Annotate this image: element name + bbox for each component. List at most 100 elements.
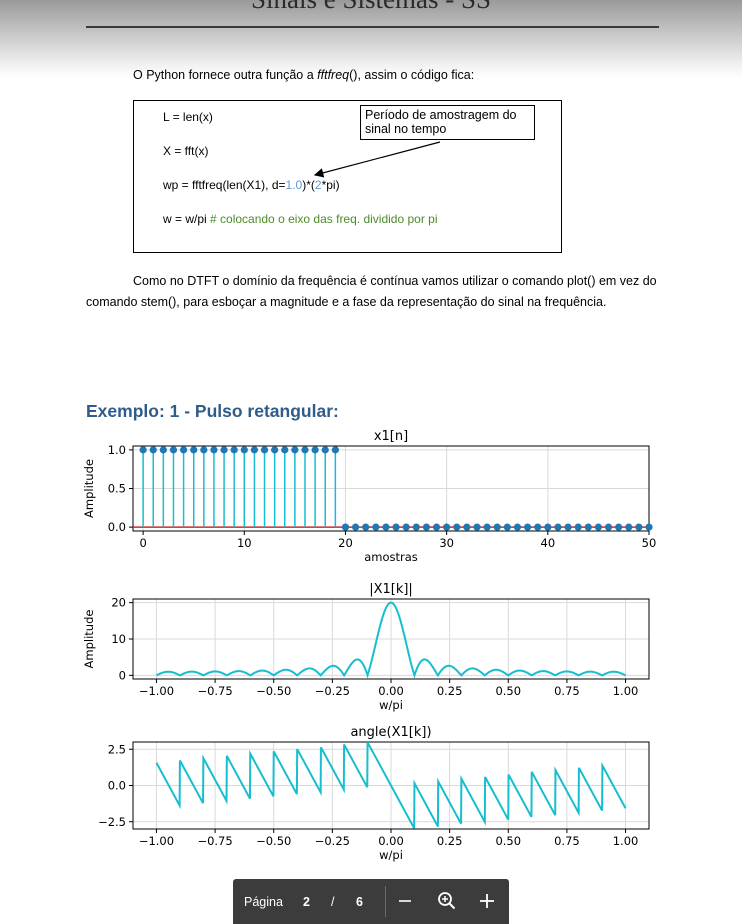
chart-title: x1[n] — [374, 429, 408, 444]
plot-frame — [132, 741, 650, 830]
pdf-toolbar: Página 2 / 6 — [233, 879, 509, 924]
y-tick-label: 10 — [111, 632, 126, 646]
signal-plots: 0 10 20 30 40 50 0.0 0.5 1.0 x1[n] amostras Amplitu… — [82, 429, 657, 862]
header-title: Sinais e Sistemas - SS — [0, 0, 742, 15]
stem-marker — [615, 523, 623, 531]
stem-marker — [301, 446, 309, 454]
y-axis-label: Amplitude — [82, 610, 96, 669]
stem-marker — [139, 446, 147, 454]
x-tick-label: −1.00 — [139, 684, 174, 698]
code-comment: # colocando o eixo das freq. dividido po… — [210, 212, 438, 226]
y-tick-label: 20 — [111, 596, 126, 610]
stem-marker — [281, 446, 289, 454]
stem-marker — [200, 446, 208, 454]
stem-marker — [483, 523, 491, 531]
x-tick-label: 0.00 — [378, 684, 404, 698]
code-line-1: L = len(x) — [163, 110, 213, 124]
stem-marker — [250, 446, 259, 454]
stem-marker — [220, 446, 228, 454]
y-tick-label: 0 — [119, 668, 126, 682]
stem-marker — [645, 523, 653, 531]
callout-box: Período de amostragem do sinal no tempo — [360, 105, 535, 140]
code-line-3: wp = fftfreq(len(X1), d=1.0)*(2*pi) — [163, 178, 340, 192]
code-box: L = len(x) X = fft(x) wp = fftfreq(len(X… — [133, 100, 562, 253]
stem-marker — [169, 446, 178, 454]
stem-marker — [523, 523, 532, 531]
magnitude-line — [156, 601, 626, 679]
plot-frame — [132, 598, 650, 680]
stem-marker — [392, 523, 400, 531]
x-tick-label: 20 — [338, 536, 353, 550]
zoom-icon[interactable] — [435, 889, 459, 913]
stem-marker — [402, 523, 410, 531]
stem-marker — [463, 523, 471, 531]
x-axis-label: w/pi — [379, 698, 403, 712]
stem-marker — [453, 523, 461, 531]
stem-marker — [341, 523, 350, 531]
stem-marker — [159, 446, 167, 454]
x-tick-label: 30 — [439, 536, 454, 550]
stem-marker — [190, 446, 198, 454]
intro-pre: O Python fornece outra função a — [133, 68, 318, 82]
stem-marker — [311, 446, 319, 454]
page-top-fade: Sinais e Sistemas - SS — [0, 0, 742, 78]
y-axis-label: Amplitude — [82, 459, 96, 518]
stem-marker — [635, 523, 643, 531]
intro-post: (), assim o código fica: — [349, 68, 475, 82]
code-line-2: X = fft(x) — [163, 144, 209, 158]
stem-marker — [291, 446, 299, 454]
x-tick-label: 0.75 — [554, 834, 580, 848]
page-label: Página — [244, 895, 283, 909]
current-page-input[interactable]: 2 — [303, 895, 310, 909]
code-number: 2 — [314, 178, 322, 192]
total-pages: 6 — [356, 895, 363, 909]
stem-marker — [179, 446, 188, 454]
code-line-3-a: wp = fftfreq(len(X1), d= — [163, 178, 286, 192]
stem-marker — [362, 523, 370, 531]
intro-func: fftfreq — [317, 68, 350, 82]
y-tick-label: 2.5 — [108, 742, 126, 756]
stem-marker — [584, 523, 592, 531]
stem-marker — [331, 446, 339, 454]
stem-marker — [493, 523, 501, 531]
stem-marker — [382, 523, 390, 531]
header-rule — [86, 26, 659, 28]
toolbar-divider — [385, 886, 386, 917]
x-tick-label: −0.75 — [197, 834, 232, 848]
zoom-out-icon[interactable] — [393, 889, 417, 913]
x-tick-label: 0 — [139, 536, 146, 550]
y-tick-label: 0.0 — [108, 779, 126, 793]
x-axis-label: w/pi — [379, 848, 403, 862]
intro-paragraph: O Python fornece outra função a fftfreq(… — [133, 68, 474, 82]
code-line-3-c: *pi) — [321, 178, 340, 192]
stem-marker — [412, 523, 420, 531]
stem-marker — [534, 523, 542, 531]
stem-marker — [210, 446, 218, 454]
code-number: 1.0 — [285, 178, 303, 192]
x-tick-label: 0.25 — [437, 834, 463, 848]
stem-marker — [513, 523, 522, 531]
stem-marker — [351, 523, 360, 531]
x-tick-label: −0.25 — [315, 834, 350, 848]
y-tick-label: 1.0 — [108, 443, 126, 457]
stem-marker — [625, 523, 633, 531]
x-tick-label: 0.50 — [495, 684, 521, 698]
x-tick-label: 50 — [642, 536, 657, 550]
stem-marker — [503, 523, 511, 531]
stem-marker — [544, 523, 552, 531]
body-paragraph: Como no DTFT o domínio da frequência é c… — [86, 274, 657, 309]
code-line-4-a: w = w/pi — [163, 212, 211, 226]
stem-marker — [432, 523, 441, 531]
page-separator: / — [331, 895, 335, 909]
stem-marker — [321, 446, 329, 454]
stem-marker — [372, 523, 380, 531]
zoom-in-icon[interactable] — [475, 889, 499, 913]
chart-title: angle(X1[k]) — [350, 725, 431, 740]
x-tick-label: 1.00 — [613, 834, 639, 848]
section-title: Exemplo: 1 - Pulso retangular: — [86, 401, 339, 421]
x-tick-label: 0.50 — [495, 834, 521, 848]
phase-line — [155, 741, 627, 829]
stem-marker — [443, 523, 451, 531]
code-line-3-b: )*( — [302, 178, 315, 192]
x-tick-label: 1.00 — [613, 684, 639, 698]
